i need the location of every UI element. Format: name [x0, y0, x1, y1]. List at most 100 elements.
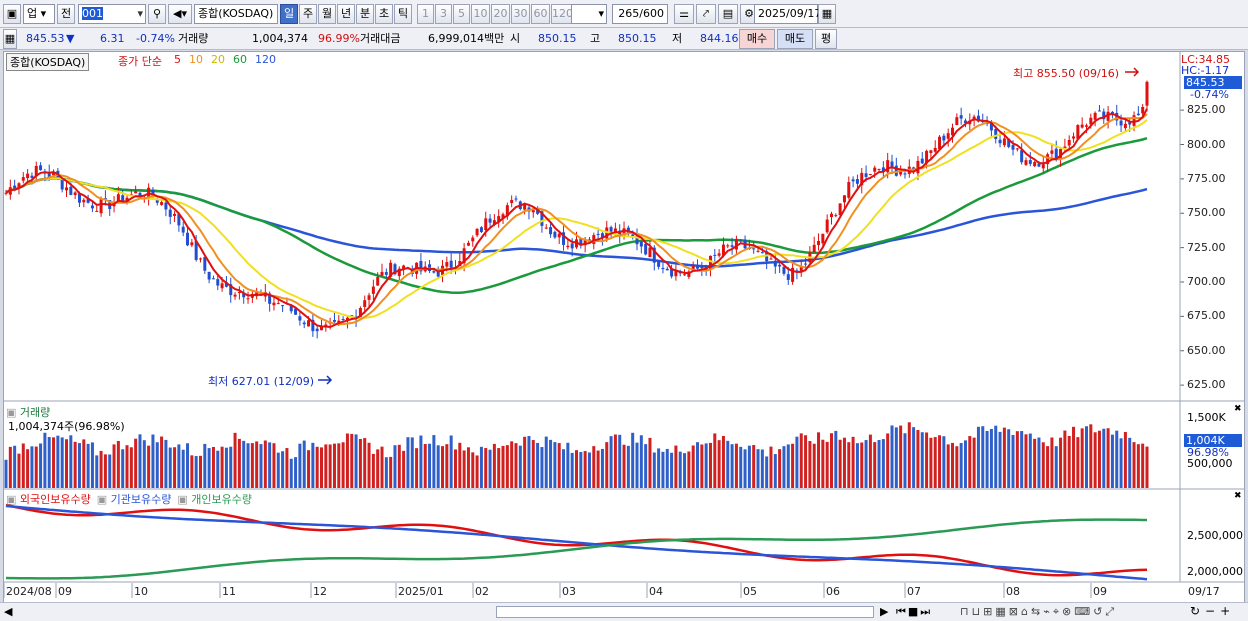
y-tick-6: 675.00	[1187, 309, 1226, 323]
window-icon[interactable]: ▣	[3, 4, 21, 24]
volume-bar	[1002, 427, 1006, 488]
holdings-legend-2[interactable]: 개인보유수량	[191, 493, 252, 506]
candle-body	[756, 250, 760, 252]
holdings-legend-1[interactable]: 기관보유수량	[110, 493, 172, 506]
draw-tool-icon[interactable]: ⤤	[696, 4, 716, 24]
volume-bar	[929, 437, 933, 488]
candle-body	[631, 234, 635, 237]
close-icon[interactable]: ✖	[1234, 404, 1242, 414]
interval-button-5[interactable]: 5	[453, 4, 470, 24]
search-icon[interactable]: ⚲	[148, 4, 166, 24]
interval-select[interactable]: ▾	[571, 4, 607, 24]
scroll-thumb[interactable]	[496, 606, 874, 618]
candle-body	[432, 271, 436, 273]
volume-bar	[955, 446, 959, 488]
candle-body	[17, 183, 21, 189]
ma-legend-10[interactable]: 10	[189, 53, 203, 66]
volume-bar	[1072, 426, 1076, 488]
prev-button[interactable]: 전	[57, 4, 75, 24]
interval-button-1[interactable]: 1	[417, 4, 434, 24]
candle-body	[1106, 111, 1110, 121]
period-tab-4[interactable]: 분	[356, 4, 374, 24]
volume-bar	[531, 440, 535, 488]
period-tab-6[interactable]: 틱	[394, 4, 412, 24]
candle-body	[186, 232, 190, 246]
period-tab-1[interactable]: 주	[299, 4, 317, 24]
volume-bar	[523, 436, 527, 488]
volume-bar	[587, 452, 591, 488]
volume-bar	[229, 446, 233, 488]
holdings-line-1	[5, 504, 1148, 581]
ma-legend-20[interactable]: 20	[211, 53, 225, 66]
interval-button-10[interactable]: 10	[471, 4, 490, 24]
volume-bar	[419, 435, 423, 488]
ma-legend-120[interactable]: 120	[255, 53, 276, 66]
volume-bar	[1015, 431, 1019, 488]
sound-icon[interactable]: ◀▾	[168, 4, 192, 24]
sell-button[interactable]: 매도	[777, 29, 813, 49]
candle-body	[34, 165, 38, 177]
zoom-icons[interactable]: ↻−+	[1190, 604, 1236, 618]
candle-body	[134, 191, 138, 194]
candle-type-icon[interactable]: ⚌	[674, 4, 694, 24]
calendar-icon[interactable]: ▦	[818, 4, 836, 24]
volume-bar	[1059, 437, 1063, 488]
interval-button-3[interactable]: 3	[435, 4, 452, 24]
volume-bar	[155, 442, 159, 488]
save-icon[interactable]: ▤	[718, 4, 738, 24]
interval-button-120[interactable]: 120	[551, 4, 574, 24]
volume-bar	[804, 435, 808, 488]
date-field[interactable]: 2025/09/17	[754, 4, 821, 24]
volume-bar	[272, 443, 276, 488]
volume-bar	[358, 439, 362, 488]
volume-bar	[307, 450, 311, 488]
volume-bar	[1046, 446, 1050, 488]
candle-body	[341, 319, 345, 321]
candle-body	[639, 241, 643, 247]
count-field[interactable]: 265/600	[612, 4, 668, 24]
candle-body	[717, 253, 721, 256]
period-tab-5[interactable]: 초	[375, 4, 393, 24]
scroll-right-icon[interactable]: ▶	[880, 605, 889, 618]
chart-area[interactable]	[3, 51, 1245, 603]
volume-bar	[484, 448, 488, 488]
y-tick-1: 800.00	[1187, 137, 1226, 151]
candle-body	[976, 115, 980, 122]
volume-bar	[466, 447, 470, 488]
tool-icons[interactable]: ⊓⊔⊞▦⊠⌂⇆⌁⌖⊗⌨↺⤢	[960, 605, 1118, 618]
period-tab-2[interactable]: 월	[318, 4, 336, 24]
ma-legend-5[interactable]: 5	[174, 53, 181, 66]
volume-bar	[829, 433, 833, 488]
candle-body	[211, 278, 215, 280]
eval-button[interactable]: 평	[815, 29, 837, 49]
close-icon[interactable]: ✖	[1234, 491, 1242, 501]
candle-body	[21, 177, 25, 181]
ma-legend-60[interactable]: 60	[233, 53, 247, 66]
x-label-0: 2024/08	[6, 585, 52, 598]
interval-button-60[interactable]: 60	[531, 4, 550, 24]
candle-body	[989, 121, 993, 131]
volume-bar	[242, 440, 246, 488]
buy-button[interactable]: 매수	[739, 29, 775, 49]
interval-button-20[interactable]: 20	[491, 4, 510, 24]
expand-icon[interactable]: ▦	[3, 29, 17, 49]
period-tab-3[interactable]: 년	[337, 4, 355, 24]
market-select[interactable]: 업 ▾	[23, 4, 55, 24]
candle-body	[350, 315, 354, 317]
holdings-legend-0[interactable]: 외국인보유수량	[19, 493, 91, 506]
period-tab-0[interactable]: 일	[280, 4, 298, 24]
playback-icons[interactable]: ⏮■⏭	[896, 605, 933, 618]
candle-body	[721, 244, 725, 256]
candle-body	[562, 232, 566, 245]
volume-bar	[670, 452, 674, 488]
volume-bar	[380, 446, 384, 488]
candle-body	[951, 127, 955, 136]
candle-body	[791, 267, 795, 282]
interval-button-30[interactable]: 30	[511, 4, 530, 24]
volume-bar	[1054, 446, 1058, 488]
volume-bar	[773, 454, 777, 488]
volume-bar	[82, 439, 86, 488]
code-input[interactable]: 001 ▾	[78, 4, 146, 24]
scroll-left-icon[interactable]: ◀	[4, 605, 13, 618]
candle-body	[566, 245, 570, 248]
